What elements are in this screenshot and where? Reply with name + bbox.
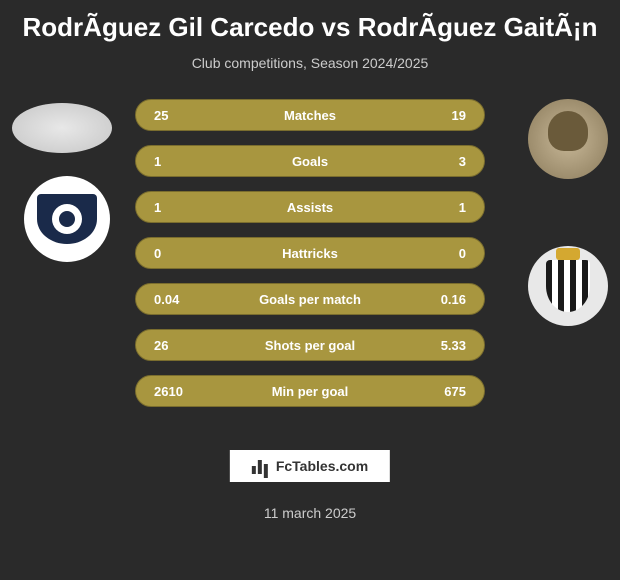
stat-right-value: 0.16	[406, 292, 466, 307]
club-left-shield-icon	[37, 194, 97, 244]
stat-right-value: 1	[406, 200, 466, 215]
stat-label: Goals	[214, 154, 406, 169]
stats-list: 25 Matches 19 1 Goals 3 1 Assists 1 0 Ha…	[135, 99, 485, 421]
stat-right-value: 675	[406, 384, 466, 399]
stat-row: 26 Shots per goal 5.33	[135, 329, 485, 361]
club-right-badge	[528, 246, 608, 326]
stat-label: Shots per goal	[214, 338, 406, 353]
comparison-content: 25 Matches 19 1 Goals 3 1 Assists 1 0 Ha…	[0, 91, 620, 441]
stat-label: Hattricks	[214, 246, 406, 261]
stat-left-value: 26	[154, 338, 214, 353]
club-right-shield-icon	[546, 260, 590, 312]
stat-label: Matches	[214, 108, 406, 123]
stat-right-value: 0	[406, 246, 466, 261]
stat-label: Goals per match	[214, 292, 406, 307]
stat-left-value: 2610	[154, 384, 214, 399]
stat-left-value: 0	[154, 246, 214, 261]
watermark: FcTables.com	[230, 450, 390, 482]
player-right-avatar	[528, 99, 608, 179]
page-title: RodrÃ­guez Gil Carcedo vs RodrÃ­guez Gai…	[0, 0, 620, 43]
stat-label: Min per goal	[214, 384, 406, 399]
stat-left-value: 1	[154, 154, 214, 169]
stat-row: 0 Hattricks 0	[135, 237, 485, 269]
stat-right-value: 3	[406, 154, 466, 169]
stat-left-value: 1	[154, 200, 214, 215]
stat-row: 1 Goals 3	[135, 145, 485, 177]
stat-row: 0.04 Goals per match 0.16	[135, 283, 485, 315]
stat-right-value: 5.33	[406, 338, 466, 353]
stat-left-value: 0.04	[154, 292, 214, 307]
stat-right-value: 19	[406, 108, 466, 123]
stat-row: 2610 Min per goal 675	[135, 375, 485, 407]
bar-chart-icon	[252, 458, 270, 474]
player-left-avatar	[12, 103, 112, 153]
watermark-text: FcTables.com	[276, 458, 368, 474]
stat-row: 1 Assists 1	[135, 191, 485, 223]
stat-label: Assists	[214, 200, 406, 215]
page-subtitle: Club competitions, Season 2024/2025	[0, 55, 620, 71]
date-label: 11 march 2025	[264, 505, 356, 521]
club-left-badge	[24, 176, 110, 262]
stat-left-value: 25	[154, 108, 214, 123]
stat-row: 25 Matches 19	[135, 99, 485, 131]
